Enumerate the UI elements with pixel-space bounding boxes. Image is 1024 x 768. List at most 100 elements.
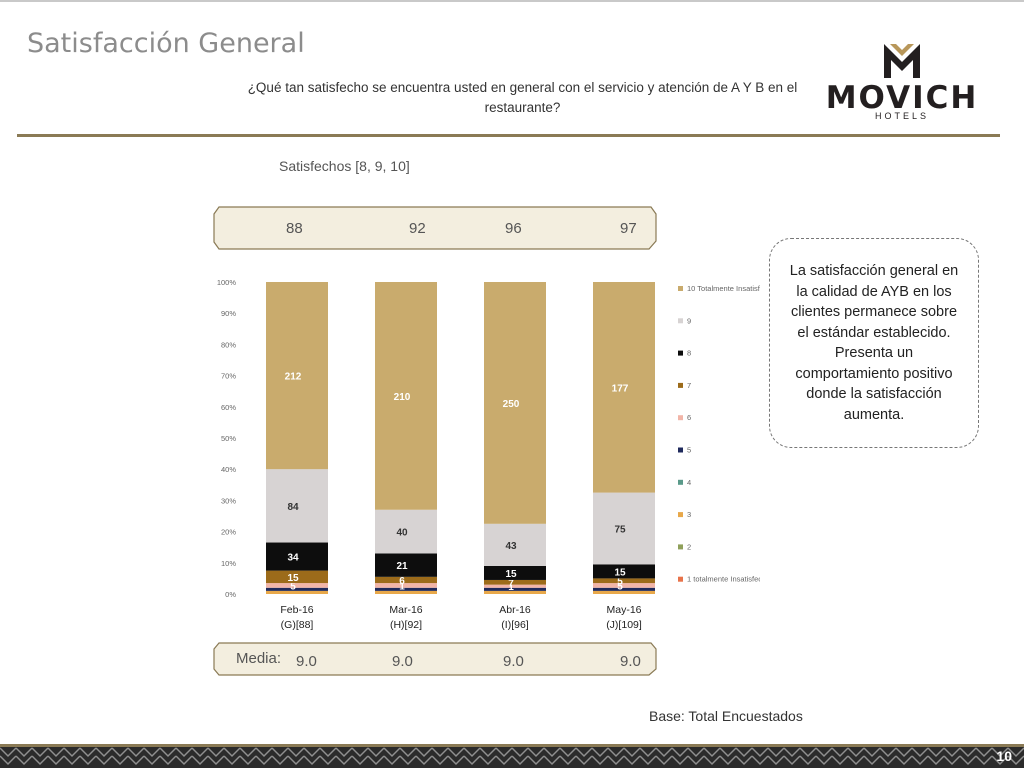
top-rule	[0, 0, 1024, 2]
data-label: 34	[287, 553, 299, 564]
legend-label: 2	[687, 542, 691, 551]
category-label: Feb-16	[280, 604, 313, 616]
satisfied-value-feb: 88	[286, 220, 303, 237]
legend-swatch	[678, 479, 683, 485]
y-tick-label: 60%	[221, 403, 236, 412]
insight-note-text: La satisfacción general en la calidad de…	[789, 263, 959, 423]
bar-segment	[593, 583, 655, 588]
satisfied-label: Satisfechos [8, 9, 10]	[279, 158, 410, 174]
satisfied-value-mar: 92	[409, 220, 426, 237]
bar-segment	[593, 564, 655, 579]
data-label: 15	[505, 569, 517, 580]
category-label: Abr-16	[499, 604, 531, 616]
category-sublabel: (I)[96]	[501, 619, 529, 631]
bar-segment	[266, 282, 328, 470]
data-label: 5	[617, 577, 623, 588]
data-label: 177	[612, 383, 629, 394]
bar-segment	[484, 565, 546, 580]
satisfied-band	[213, 206, 657, 250]
bar-segment	[593, 492, 655, 565]
y-tick-label: 30%	[221, 496, 236, 505]
y-tick-label: 70%	[221, 372, 236, 381]
legend-swatch	[678, 286, 683, 291]
legend-swatch	[678, 512, 683, 518]
y-tick-label: 20%	[221, 528, 236, 537]
media-label: Media:	[236, 650, 282, 667]
bar-segment	[484, 579, 546, 585]
logo-wordmark: MOVICH	[825, 80, 979, 116]
y-tick-label: 0%	[225, 590, 236, 599]
bar-segment	[593, 590, 655, 594]
movich-logo: MOVICH HOTELS	[812, 38, 992, 123]
legend-label: 10 Totalmente Insatisfecho	[687, 284, 760, 293]
media-value-may: 9.0	[620, 653, 641, 670]
satisfied-value-may: 97	[620, 220, 637, 237]
page-number: 10	[996, 748, 1012, 764]
data-label: 6	[399, 576, 405, 587]
data-label: 21	[396, 561, 408, 572]
data-label: 1	[399, 581, 405, 592]
data-label: 43	[505, 541, 517, 552]
bar-segment	[266, 583, 328, 588]
media-value-mar: 9.0	[392, 653, 413, 670]
movich-monogram-icon	[884, 44, 920, 78]
legend-label: 8	[687, 349, 691, 358]
logo-subtext: HOTELS	[874, 111, 929, 121]
insight-note: La satisfacción general en la calidad de…	[769, 238, 979, 448]
bar-segment	[484, 282, 546, 524]
y-tick-label: 80%	[221, 340, 236, 349]
legend-label: 9	[687, 316, 691, 325]
header-divider	[17, 134, 1000, 137]
base-label: Base: Total Encuestados	[649, 708, 803, 724]
bar-segment	[593, 282, 655, 493]
data-label: 212	[285, 372, 302, 383]
data-label: 5	[617, 581, 623, 592]
data-label: 1	[508, 582, 514, 593]
bar-segment	[266, 469, 328, 543]
legend-swatch	[678, 447, 683, 453]
y-tick-label: 100%	[217, 278, 237, 287]
legend-swatch	[678, 318, 683, 324]
category-label: Mar-16	[389, 604, 422, 616]
category-sublabel: (J)[109]	[606, 619, 642, 631]
bar-segment	[375, 553, 437, 577]
bar-segment	[375, 587, 437, 591]
bar-segment	[266, 590, 328, 594]
data-label: 5	[290, 581, 296, 592]
data-label: 84	[287, 502, 299, 513]
legend-swatch	[678, 382, 683, 388]
legend-swatch	[678, 415, 683, 421]
media-value-abr: 9.0	[503, 653, 524, 670]
bar-segment	[484, 590, 546, 594]
y-tick-label: 10%	[221, 559, 236, 568]
y-tick-label: 90%	[221, 309, 236, 318]
legend-label: 5	[687, 446, 691, 455]
legend-label: 6	[687, 413, 691, 422]
data-label: 15	[287, 573, 299, 584]
y-tick-label: 40%	[221, 465, 236, 474]
bar-segment	[484, 523, 546, 566]
bar-segment	[266, 570, 328, 584]
category-label: May-16	[606, 604, 641, 616]
legend-label: 7	[687, 381, 691, 390]
data-label: 210	[394, 392, 411, 403]
legend-label: 3	[687, 510, 691, 519]
bar-segment	[484, 587, 546, 591]
bar-segment	[375, 509, 437, 554]
category-sublabel: (G)[88]	[281, 619, 314, 631]
survey-question: ¿Qué tan satisfecho se encuentra usted e…	[247, 80, 798, 115]
bar-segment	[484, 584, 546, 588]
legend-swatch	[678, 544, 683, 550]
data-label: 15	[614, 567, 626, 578]
legend-swatch	[678, 576, 683, 582]
bar-segment	[266, 542, 328, 571]
y-tick-label: 50%	[221, 434, 236, 443]
bar-segment	[593, 587, 655, 591]
bar-segment	[266, 587, 328, 591]
data-label: 40	[396, 528, 408, 539]
data-label: 250	[503, 399, 520, 410]
bar-segment	[375, 583, 437, 588]
media-value-feb: 9.0	[296, 653, 317, 670]
bar-segment	[593, 578, 655, 584]
stacked-bar-chart: 0%10%20%30%40%50%60%70%80%90%100%5153484…	[217, 278, 760, 631]
